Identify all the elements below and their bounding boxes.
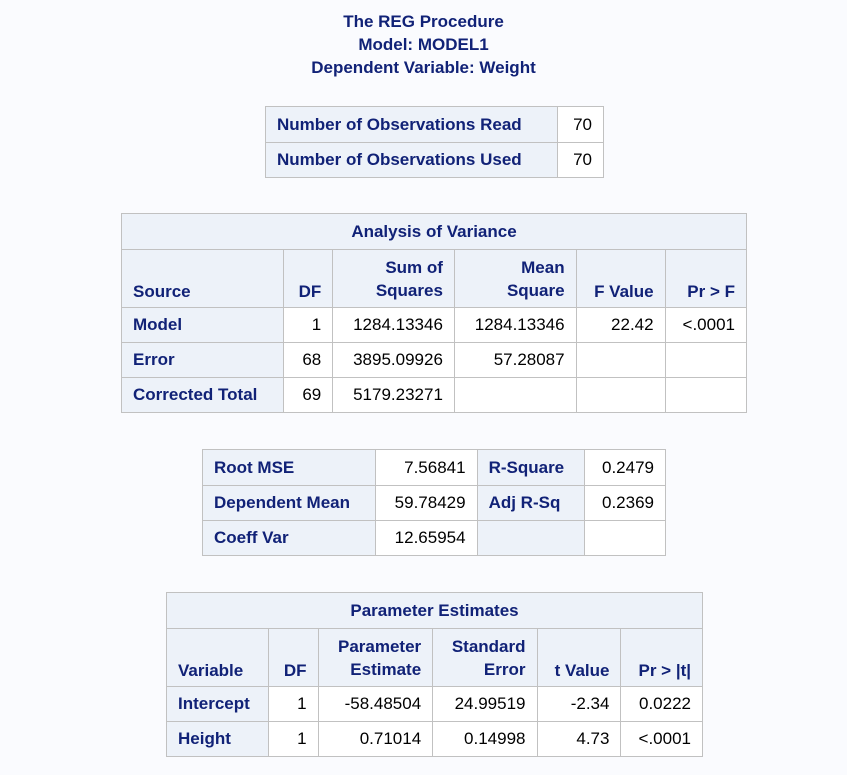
- table-row: Coeff Var 12.65954: [202, 520, 667, 556]
- row-header: Coeff Var: [202, 520, 376, 556]
- anova-title: Analysis of Variance: [121, 213, 747, 250]
- table-row: Intercept 1 -58.48504 24.99519 -2.34 0.0…: [165, 686, 703, 722]
- table-cell: 4.73: [536, 721, 622, 757]
- table-cell: 1: [268, 686, 319, 722]
- parameter-estimates-table: Parameter Estimates Variable DF Paramete…: [165, 592, 703, 757]
- procedure-title: The REG Procedure: [343, 12, 504, 31]
- col-header-mean-square: Mean Square: [453, 249, 577, 308]
- table-cell: 1284.13346: [453, 307, 577, 343]
- col-header-pr-t: Pr > |t|: [620, 628, 703, 687]
- table-row: Height 1 0.71014 0.14998 4.73 <.0001: [165, 721, 703, 757]
- table-cell: 7.56841: [374, 449, 478, 486]
- obs-read-value: 70: [557, 106, 604, 143]
- row-header: Intercept: [165, 686, 270, 722]
- obs-read-label: Number of Observations Read: [264, 106, 559, 143]
- model-title: Model: MODEL1: [358, 35, 489, 54]
- table-cell: [575, 377, 666, 413]
- table-row: Source DF Sum of Squares Mean Square F Val…: [121, 249, 748, 308]
- col-header-variable: Variable: [165, 628, 270, 687]
- row-header: Model: [121, 307, 284, 343]
- row-header: Root MSE: [202, 449, 376, 486]
- row-header: Dependent Mean: [202, 485, 376, 521]
- observations-table: Number of Observations Read 70 Number of…: [264, 106, 604, 178]
- table-row: Root MSE 7.56841 R-Square 0.2479: [202, 449, 667, 486]
- table-cell: 3895.09926: [332, 342, 455, 378]
- table-cell: 0.14998: [432, 721, 538, 757]
- col-header-f-value: F Value: [575, 249, 666, 308]
- table-cell: -2.34: [536, 686, 622, 722]
- table-cell: 0.0222: [620, 686, 703, 722]
- col-header-df: DF: [268, 628, 319, 687]
- table-cell: 57.28087: [453, 342, 577, 378]
- table-row: Dependent Mean 59.78429 Adj R-Sq 0.2369: [202, 485, 667, 521]
- table-cell: 0.71014: [317, 721, 434, 757]
- table-row: Variable DF Parameter Estimate Standard Er…: [165, 628, 703, 687]
- table-row: Corrected Total 69 5179.23271: [121, 377, 748, 413]
- obs-used-label: Number of Observations Used: [264, 142, 559, 178]
- table-row: Number of Observations Used 70: [264, 142, 604, 178]
- col-header-parameter-estimate: Parameter Estimate: [317, 628, 434, 687]
- col-header-sum-of-squares: Sum of Squares: [332, 249, 455, 308]
- table-cell: 12.65954: [374, 520, 478, 556]
- row-header: Corrected Total: [121, 377, 284, 413]
- table-cell: 1: [268, 721, 319, 757]
- table-row: Number of Observations Read 70: [264, 106, 604, 143]
- row-header: R-Square: [476, 449, 585, 486]
- table-cell: 68: [282, 342, 334, 378]
- row-header: Error: [121, 342, 284, 378]
- table-row: Analysis of Variance: [121, 213, 747, 250]
- output-titles: The REG Procedure Model: MODEL1 Dependen…: [0, 10, 847, 79]
- row-header: Adj R-Sq: [476, 485, 585, 521]
- anova-table: Analysis of Variance Source DF Sum of Squ…: [121, 213, 748, 413]
- col-header-source: Source: [121, 249, 284, 308]
- table-row: Parameter Estimates: [166, 592, 703, 629]
- table-cell: 24.99519: [432, 686, 538, 722]
- table-cell: -58.48504: [317, 686, 434, 722]
- obs-used-value: 70: [557, 142, 604, 178]
- table-cell: [664, 342, 748, 378]
- col-header-t-value: t Value: [536, 628, 622, 687]
- col-header-pr-f: Pr > F: [664, 249, 748, 308]
- table-cell: 0.2479: [583, 449, 667, 486]
- row-header: [476, 520, 585, 556]
- table-cell: 22.42: [575, 307, 666, 343]
- table-cell: [453, 377, 577, 413]
- col-header-standard-error: Standard Error: [432, 628, 538, 687]
- table-cell: <.0001: [620, 721, 703, 757]
- dependent-variable-title: Dependent Variable: Weight: [311, 58, 536, 77]
- table-cell: <.0001: [664, 307, 748, 343]
- table-cell: 1284.13346: [332, 307, 455, 343]
- table-cell: [583, 520, 667, 556]
- table-row: Model 1 1284.13346 1284.13346 22.42 <.00…: [121, 307, 748, 343]
- table-cell: 59.78429: [374, 485, 478, 521]
- col-header-df: DF: [282, 249, 334, 308]
- table-cell: 1: [282, 307, 334, 343]
- params-title: Parameter Estimates: [166, 592, 703, 629]
- table-row: Error 68 3895.09926 57.28087: [121, 342, 748, 378]
- table-cell: 0.2369: [583, 485, 667, 521]
- table-cell: 69: [282, 377, 334, 413]
- table-cell: [664, 377, 748, 413]
- fit-statistics-table: Root MSE 7.56841 R-Square 0.2479 Depende…: [202, 449, 667, 556]
- table-cell: [575, 342, 666, 378]
- table-cell: 5179.23271: [332, 377, 455, 413]
- row-header: Height: [165, 721, 270, 757]
